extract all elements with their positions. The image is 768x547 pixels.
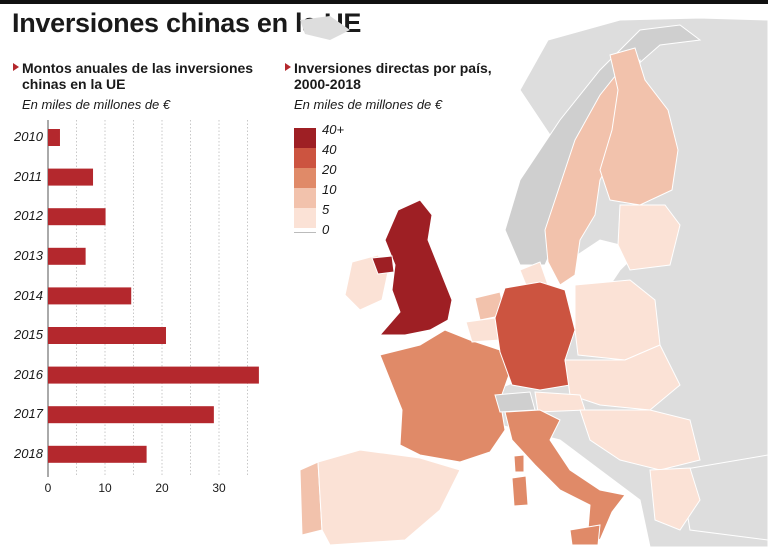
legend-label-2: 40 <box>322 142 337 157</box>
map-subtitle-line2: 2000-2018 <box>294 76 361 92</box>
map-subtitle-line1: Inversiones directas por país, <box>294 60 492 76</box>
triangle-marker-icon <box>13 63 19 71</box>
x-tick-label: 10 <box>98 481 112 495</box>
country-italy-sicily <box>569 524 601 546</box>
bar-2015 <box>48 327 166 344</box>
switzerland-land <box>494 391 536 413</box>
country-italy <box>504 409 626 541</box>
map-unit: En miles de millones de € <box>294 97 443 112</box>
country-balkans <box>579 409 701 471</box>
map-subtitle: Inversiones directas por país, 2000-2018 <box>285 60 492 92</box>
bar-2017 <box>48 406 214 424</box>
iceland-land <box>300 16 350 40</box>
year-label: 2017 <box>14 406 43 421</box>
bar-2016 <box>48 366 259 384</box>
year-label: 2014 <box>14 288 43 303</box>
year-label: 2011 <box>14 169 42 184</box>
legend-label-4: 10 <box>322 182 337 197</box>
legend-swatch-5 <box>294 208 316 228</box>
legend-swatch-1 <box>294 128 316 148</box>
country-italy-sardinia <box>511 475 529 507</box>
year-label: 2015 <box>14 327 43 342</box>
x-tick-label: 20 <box>155 481 169 495</box>
top-rule <box>0 0 768 4</box>
year-label: 2016 <box>14 367 43 382</box>
bar-chart-subtitle: Montos anuales de las inversiones chinas… <box>13 60 254 92</box>
country-austria <box>534 391 586 413</box>
year-label: 2018 <box>14 446 43 461</box>
bar-2018 <box>48 445 147 463</box>
year-label: 2010 <box>14 129 43 144</box>
bar-chart-unit: En miles de millones de € <box>22 97 171 112</box>
x-tick-label: 30 <box>212 481 226 495</box>
year-label: 2013 <box>14 248 43 263</box>
x-tick-label: 0 <box>44 481 52 495</box>
country-uk-ni <box>371 255 395 275</box>
bar-2014 <box>48 287 132 305</box>
country-spain <box>317 449 461 546</box>
country-baltics <box>617 204 681 271</box>
triangle-marker-icon <box>285 63 291 71</box>
country-uk <box>378 199 453 336</box>
legend-label-1: 40+ <box>322 122 345 137</box>
country-finland <box>599 47 679 206</box>
map-legend <box>294 128 374 240</box>
bar-2011 <box>48 168 94 186</box>
country-belgium <box>465 317 501 343</box>
country-france <box>379 329 511 463</box>
legend-swatch-2 <box>294 148 316 168</box>
country-corsica <box>513 454 525 473</box>
legend-label-3: 20 <box>322 162 337 177</box>
bar-chart-subtitle-line1: Montos anuales de las inversiones <box>22 60 254 76</box>
bar-2012 <box>48 208 106 226</box>
legend-swatch-3 <box>294 168 316 188</box>
bar-chart-subtitle-line2: chinas en la UE <box>22 76 126 92</box>
bar-chart <box>47 120 259 477</box>
legend-label-6: 0 <box>322 222 330 237</box>
year-label: 2012 <box>14 208 43 223</box>
legend-label-5: 5 <box>322 202 330 217</box>
bar-2013 <box>48 247 86 265</box>
legend-baseline <box>294 232 316 233</box>
bar-2010 <box>48 129 60 146</box>
legend-swatch-4 <box>294 188 316 208</box>
country-greece <box>649 467 701 531</box>
